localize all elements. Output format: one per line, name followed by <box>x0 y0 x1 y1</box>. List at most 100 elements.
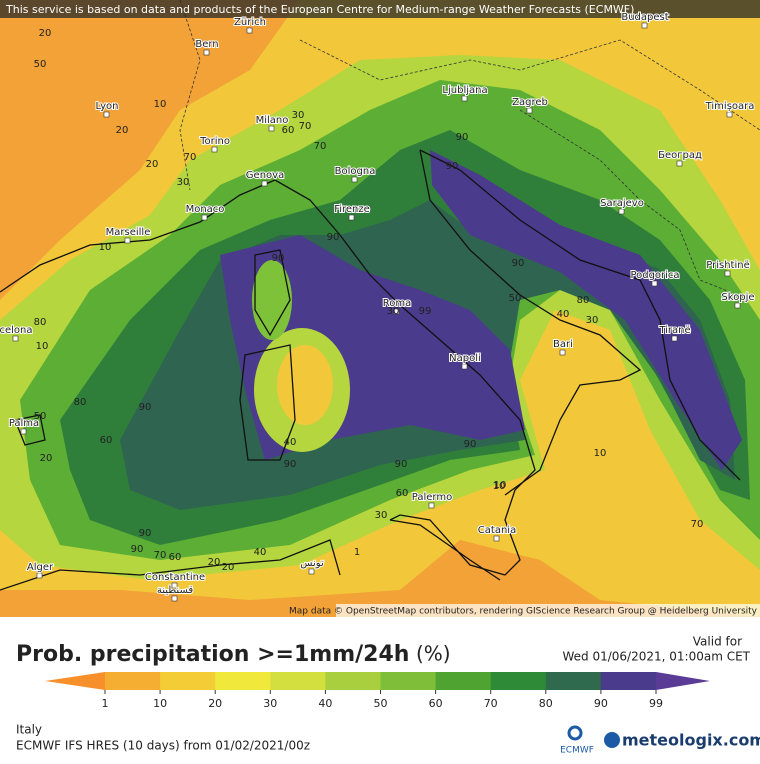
city-marker <box>618 208 625 215</box>
city-label: Bologna <box>335 166 376 177</box>
contour-label: 90 <box>395 459 408 470</box>
colorbar-segment <box>435 672 492 690</box>
contour-label: 99 <box>419 306 432 317</box>
ecmwf-icon <box>567 725 583 741</box>
map-attribution: Map data © OpenStreetMap contributors, r… <box>289 607 758 617</box>
contour-label: 60 <box>169 552 182 563</box>
city-label: Timișoara <box>705 101 755 112</box>
contour-label: 80 <box>74 397 87 408</box>
contour-label: 10 <box>594 448 607 459</box>
contour-label: 70 <box>314 141 327 152</box>
city-label: Palma <box>9 418 39 429</box>
city-marker <box>641 22 648 29</box>
city-label: Skopje <box>721 292 754 303</box>
contour-label: 70 <box>691 519 704 530</box>
city-marker <box>20 428 27 435</box>
contour-label: 1 <box>354 547 360 558</box>
legend-unit: (%) <box>416 642 451 666</box>
contour-label: 80 <box>577 295 590 306</box>
valid-time: Wed 01/06/2021, 01:00am CET <box>563 650 751 664</box>
contour-label: 90 <box>139 402 152 413</box>
colorbar-tick-label: 20 <box>208 697 222 710</box>
contour-label: 40 <box>284 437 297 448</box>
colorbar-segment <box>545 672 602 690</box>
contour-label: 90 <box>139 528 152 539</box>
coastlines <box>0 149 741 591</box>
colorbar-tick-label: 10 <box>153 697 167 710</box>
city-label: Podgorica <box>630 270 679 281</box>
contour-label: 80 <box>34 317 47 328</box>
contour-label: 50 <box>34 411 47 422</box>
city-marker <box>393 308 400 315</box>
meteologix-logo: meteologix.com <box>622 731 760 750</box>
city-label: Lyon <box>95 101 118 112</box>
footer-model: ECMWF IFS HRES (10 days) from 01/02/2021… <box>16 739 310 753</box>
meteologix-icon <box>604 732 620 748</box>
contour-label: 30 <box>177 177 190 188</box>
contour-label: 10 <box>154 99 167 110</box>
ecmwf-logo: ECMWF <box>560 746 594 756</box>
city-marker <box>559 349 566 356</box>
contour-label: 90 <box>131 544 144 555</box>
city-marker <box>203 49 210 56</box>
contour-label: 90 <box>272 253 285 264</box>
city-label: Tiranë <box>658 325 690 336</box>
contour-label: 40 <box>557 309 570 320</box>
city-label: Ljubljana <box>442 85 487 96</box>
city-label: Catania <box>478 525 516 536</box>
contour-label: 10 <box>36 341 49 352</box>
city-marker <box>201 214 208 221</box>
contour-label: 20 <box>40 453 53 464</box>
city-label: Sarajevo <box>600 198 644 209</box>
colorbar-end <box>45 672 105 690</box>
contour-label: 90 <box>284 459 297 470</box>
colorbar-end <box>656 672 710 690</box>
colorbar-tick-label: 1 <box>102 697 109 710</box>
city-label: Bari <box>553 339 573 350</box>
contour-label: 70 <box>184 152 197 163</box>
contour-label: 60 <box>396 488 409 499</box>
contour-label: 30 <box>387 306 400 317</box>
contour-label: 40 <box>254 547 267 558</box>
city-label: Napoli <box>449 353 481 364</box>
city-label: Palermo <box>412 492 452 503</box>
colorbar-tick-label: 80 <box>539 697 553 710</box>
city-label: celona <box>0 325 33 336</box>
contour-label: 60 <box>282 125 295 136</box>
contour-label: 20 <box>222 562 235 573</box>
header-notice: This service is based on data and produc… <box>5 3 634 16</box>
city-marker <box>351 176 358 183</box>
contour-label: 90 <box>464 439 477 450</box>
city-label: Torino <box>199 136 230 147</box>
contour-label: 90 <box>327 232 340 243</box>
city-label: Prishtinë <box>706 260 749 271</box>
valid-label: Valid for <box>693 635 742 649</box>
contour-label: 90 <box>512 258 525 269</box>
city-label: Budapest <box>621 12 668 23</box>
city-label: Genova <box>246 170 284 181</box>
contour-label: 30 <box>292 110 305 121</box>
city-marker <box>171 582 178 589</box>
city-marker <box>461 95 468 102</box>
contour-label: 30 <box>586 315 599 326</box>
city-marker <box>493 535 500 542</box>
contour-label: 50 <box>509 293 522 304</box>
city-marker <box>348 214 355 221</box>
colorbar-tick-label: 90 <box>594 697 608 710</box>
footer-region: Italy <box>16 723 42 737</box>
city-label: Zürich <box>234 17 266 28</box>
city-label: Constantine <box>145 572 205 583</box>
contour-label: 90 <box>446 161 459 172</box>
contour-label: 10 <box>493 481 506 492</box>
city-marker <box>726 111 733 118</box>
colorbar-segment <box>160 672 216 690</box>
contour-label: 20 <box>39 28 52 39</box>
contour-label: 30 <box>375 510 388 521</box>
city-marker <box>103 111 110 118</box>
contour-label: 20 <box>208 557 221 568</box>
colorbar-tick-label: 40 <box>318 697 332 710</box>
city-marker <box>734 302 741 309</box>
colorbar-segment <box>215 672 271 690</box>
contour-label: 70 <box>154 550 167 561</box>
city-marker <box>671 335 678 342</box>
